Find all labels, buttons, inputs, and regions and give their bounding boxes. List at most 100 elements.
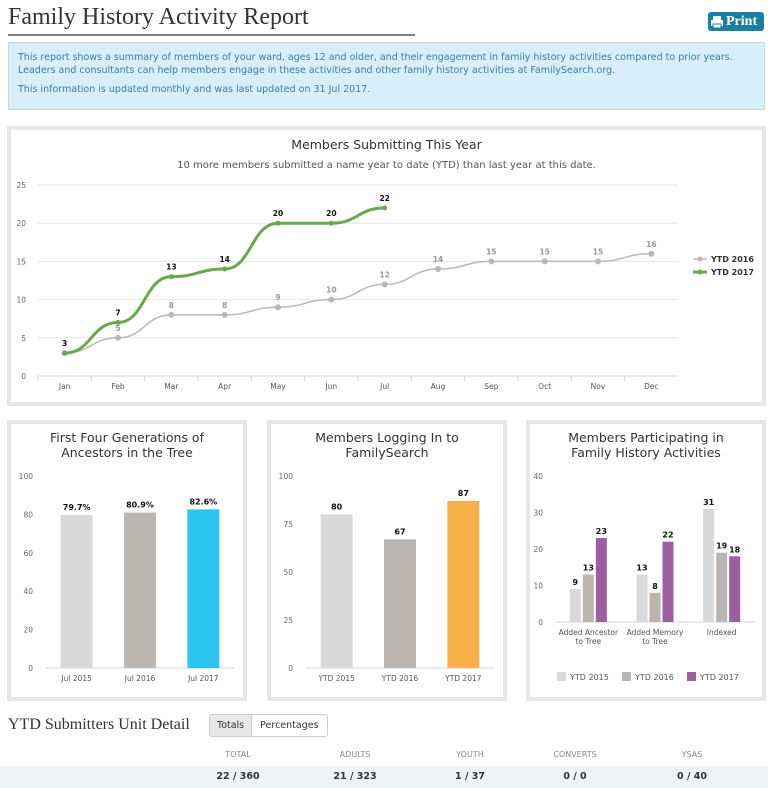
info-text: This information is updated monthly and … [18,84,371,95]
point [115,334,121,341]
cell: 22 / 360 [216,771,260,782]
data-label: 18 [729,545,741,554]
point [382,205,388,211]
bar [636,574,648,622]
legend-label: YTD 2016 [710,255,754,264]
data-label: 22 [662,531,673,540]
bar [716,552,728,622]
data-label: 5 [115,324,120,333]
data-label: 13 [583,564,594,573]
bar [662,541,674,622]
data-label: 20 [273,209,283,218]
data-label: 8 [169,301,174,310]
y-tick-label: 20 [23,626,33,635]
y-tick-label: 5 [21,334,26,343]
x-tick-label: YTD 2015 [317,674,355,683]
y-tick-label: 40 [533,472,543,481]
data-label: 13 [636,564,647,573]
legend-swatch [622,672,631,681]
legend-marker [697,256,703,262]
data-label: 3 [62,339,67,348]
data-label: 20 [326,209,336,218]
chart-title: Members Logging In to FamilySearch [315,430,459,460]
print-button[interactable]: Print [708,12,764,31]
legend-label: YTD 2016 [634,673,674,682]
data-label: 12 [379,270,389,279]
data-label: 10 [326,286,336,295]
y-tick-label: 0 [28,664,33,673]
y-tick-label: 75 [283,520,293,529]
y-tick-label: 20 [16,219,26,228]
y-tick-label: 0 [538,618,543,627]
data-label: 13 [166,263,176,272]
data-label: 16 [646,240,656,249]
data-label: 14 [433,255,443,264]
tab[interactable]: Percentages [252,715,327,736]
page-title: Family History Activity Report [8,4,309,30]
panel [7,126,766,406]
data-label: 80.9% [126,501,154,510]
data-label: 15 [539,247,549,256]
data-label: 9 [275,293,280,302]
bar [384,539,416,668]
legend-swatch [557,672,566,681]
bar [320,514,353,668]
detail-title: YTD Submitters Unit Detail [8,716,190,733]
y-tick-label: 10 [533,582,543,591]
legend-label: YTD 2017 [710,268,754,277]
y-tick-label: 80 [23,510,33,519]
data-label: 8 [652,582,658,591]
cell: 21 / 323 [333,771,377,782]
y-tick-label: 20 [533,545,543,554]
data-label: 15 [593,247,603,256]
tab[interactable]: Totals [210,715,253,736]
data-label: 15 [486,247,496,256]
info-box: This report shows a summary of members o… [8,42,765,110]
row-bg [0,766,768,788]
data-label: 19 [716,542,728,551]
legend-swatch [687,672,696,681]
point [648,250,655,257]
x-tick-label: Jun [324,382,337,391]
chart-title: Members Submitting This Year [291,137,482,152]
point [381,281,388,288]
bar [703,508,715,622]
point [435,266,441,273]
data-label: 9 [573,578,579,587]
printer-icon [711,15,723,28]
x-tick-label: Nov [591,382,606,391]
point [168,311,175,318]
data-label: 82.6% [189,497,217,506]
column-header: CONVERTS [553,750,597,759]
x-tick-label: YTD 2016 [381,674,419,683]
x-tick-label: Jul 2015 [60,674,92,683]
point [62,350,68,356]
data-label: 7 [115,309,120,318]
bar [582,574,594,622]
point [275,220,281,226]
bar [60,514,93,668]
data-label: 80 [331,502,343,511]
data-label: 79.7% [63,503,91,512]
x-tick-label: Jan [58,382,71,391]
x-tick-label: Mar [164,382,179,391]
x-tick-label: Indexed [706,628,737,637]
x-tick-label: Aug [431,382,446,391]
point [328,296,335,303]
data-label: 22 [379,194,389,203]
y-tick-label: 25 [283,616,293,625]
x-tick-label: May [270,382,286,391]
x-tick-label: Feb [111,382,125,391]
bar [124,512,156,668]
data-label: 87 [458,489,469,498]
x-tick-label: Jul 2017 [187,674,219,683]
bar [595,538,607,622]
data-label: 31 [703,498,715,507]
y-tick-label: 15 [16,257,26,266]
bar [569,589,581,622]
y-tick-label: 0 [288,664,293,673]
point [541,258,548,265]
chart-title: Members Participating in Family History … [568,430,724,460]
y-tick-label: 40 [23,587,33,596]
legend-label: YTD 2015 [569,673,609,682]
